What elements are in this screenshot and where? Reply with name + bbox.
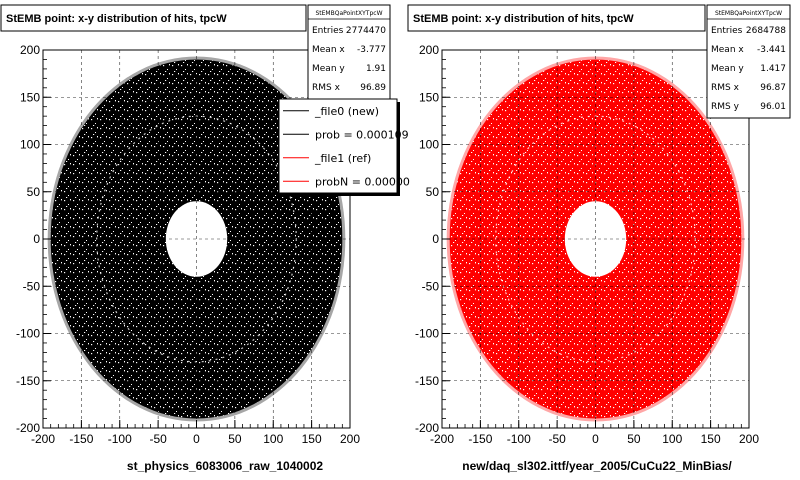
stats-value: 1.417 — [760, 64, 786, 74]
stats-value: 1.91 — [366, 64, 386, 74]
title-box — [407, 4, 706, 32]
distribution-hole — [564, 201, 627, 277]
stats-frame — [706, 4, 791, 119]
y-tick-label: -200 — [16, 421, 40, 435]
chart-panel-2: -200 -150 -100 -50 0 50 100 150 200 -200 -150 -100 -… — [407, 4, 791, 473]
axis-ticks: -200 -150 -100 -50 0 50 100 150 200 -200 -150 -100 -… — [415, 43, 759, 446]
x-tick-label: -100 — [108, 432, 132, 446]
stats-value: -3.777 — [357, 45, 386, 55]
x-tick-label: 200 — [340, 432, 360, 446]
stats-frame — [307, 4, 391, 100]
stats-name: StEMBQaPointXYTpcW — [715, 10, 782, 17]
y-tick-label: 200 — [419, 43, 439, 57]
distribution-hole — [165, 201, 228, 277]
x-tick-label: 100 — [263, 432, 283, 446]
stats-value: -3.441 — [757, 45, 786, 55]
x-tick-label: -150 — [468, 432, 492, 446]
x-axis-label: st_physics_6083006_raw_1040002 — [127, 459, 323, 473]
y-tick-label: -100 — [16, 327, 40, 341]
y-tick-label: -150 — [415, 374, 439, 388]
axis-ticks: -200 -150 -100 -50 0 50 100 150 200 -200 -150 -100 -… — [16, 43, 360, 446]
x-axis-label: new/daq_sl302.ittf/year_2005/CuCu22_MinB… — [462, 459, 732, 473]
stats-value: 96.01 — [760, 102, 786, 112]
x-tick-label: 50 — [627, 432, 641, 446]
y-tick-label: -50 — [23, 279, 41, 293]
stats-value: 2684788 — [746, 26, 786, 36]
y-tick-label: 150 — [20, 90, 40, 104]
stats-label: RMS x — [711, 83, 740, 93]
x-tick-label: 150 — [302, 432, 322, 446]
title-box — [0, 4, 307, 32]
stats-value: 2774470 — [346, 26, 386, 36]
x-tick-label: -50 — [149, 432, 167, 446]
stats-label: Mean x — [711, 45, 744, 55]
x-tick-label: -200 — [31, 432, 55, 446]
footer-timestamp-fragment — [4, 465, 7, 474]
y-tick-label: 0 — [33, 232, 40, 246]
chart-title: StEMB point: x-y distribution of hits, t… — [413, 13, 634, 25]
y-tick-label: 150 — [419, 90, 439, 104]
x-tick-label: 0 — [193, 432, 200, 446]
y-tick-label: 100 — [20, 138, 40, 152]
stats-value: 96.89 — [360, 83, 386, 93]
stats-label: Mean y — [312, 64, 345, 74]
legend-entry: _file0 (new) — [314, 105, 379, 118]
x-tick-label: 150 — [701, 432, 721, 446]
x-tick-label: 200 — [739, 432, 759, 446]
y-tick-label: -150 — [16, 374, 40, 388]
x-tick-label: -150 — [69, 432, 93, 446]
y-tick-label: 200 — [20, 43, 40, 57]
y-tick-label: 0 — [432, 232, 439, 246]
x-tick-label: -200 — [430, 432, 454, 446]
x-tick-label: 100 — [662, 432, 682, 446]
x-tick-label: -100 — [507, 432, 531, 446]
legend: _file0 (new) prob = 0.000109 _file1 (ref) p… — [278, 98, 410, 196]
chart-panel-1: -200 -150 -100 -50 0 50 100 150 200 -200 -150 -100 -… — [0, 4, 410, 473]
x-tick-label: 0 — [592, 432, 599, 446]
y-tick-label: -50 — [422, 279, 440, 293]
stats-label: Entries — [312, 26, 344, 36]
stats-label: RMS y — [711, 102, 740, 112]
legend-entry: _file1 (ref) — [314, 152, 371, 165]
y-tick-label: 50 — [426, 185, 440, 199]
y-tick-label: -200 — [415, 421, 439, 435]
stats-label: Entries — [711, 26, 743, 36]
stats-label: Mean x — [312, 45, 345, 55]
y-tick-label: 100 — [419, 138, 439, 152]
legend-frame — [278, 98, 398, 194]
legend-entry: prob = 0.000109 — [315, 128, 409, 141]
legend-entry: probN = 0.00000 — [315, 175, 410, 188]
stats-label: RMS x — [312, 83, 341, 93]
chart-title: StEMB point: x-y distribution of hits, t… — [6, 13, 227, 25]
y-tick-label: -100 — [415, 327, 439, 341]
stats-label: Mean y — [711, 64, 744, 74]
stats-value: 96.87 — [760, 83, 786, 93]
stats-name: StEMBQaPointXYTpcW — [315, 10, 382, 17]
x-tick-label: -50 — [548, 432, 566, 446]
x-tick-label: 50 — [228, 432, 242, 446]
y-tick-label: 50 — [27, 185, 41, 199]
